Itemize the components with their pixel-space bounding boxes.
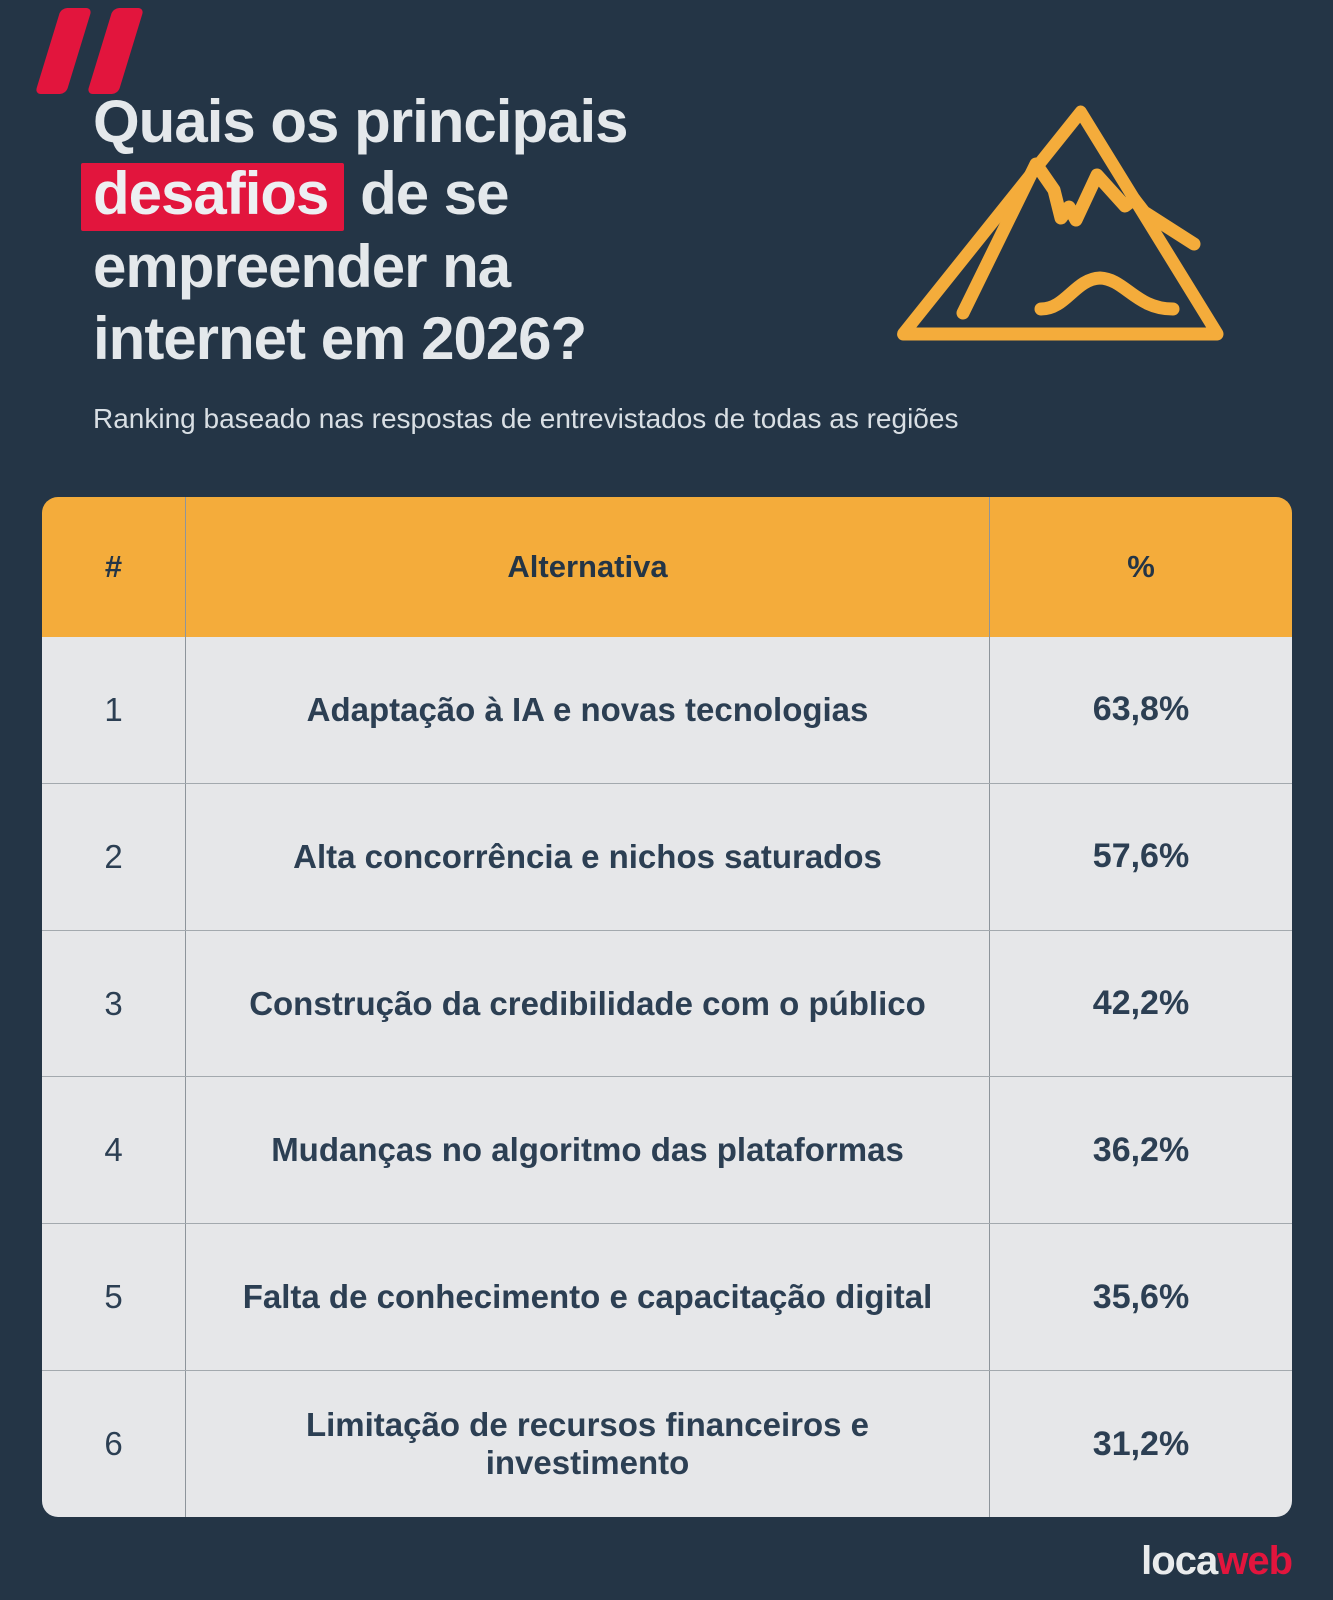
header-rank: # [42,497,186,637]
table-row: 1 Adaptação à IA e novas tecnologias 63,… [42,637,1292,783]
row-alternative: Construção da credibilidade com o públic… [186,930,990,1077]
row-rank: 2 [42,783,186,930]
row-alternative: Mudanças no algoritmo das plataformas [186,1077,990,1224]
quote-bar-icon [86,8,145,94]
row-percent: 31,2% [1092,1424,1190,1463]
row-rank: 5 [42,1224,186,1371]
mountain-icon [897,105,1224,341]
table-row: 5 Falta de conhecimento e capacitação di… [42,1223,1292,1371]
title-line-1: Quais os principais [93,88,629,155]
title-line-2-rest: de se [344,160,509,227]
locaweb-logo: locaweb [1141,1539,1293,1584]
quote-bar-icon [34,8,93,94]
title-line-4: internet em 2026? [93,305,587,372]
row-percent: 57,6% [1092,837,1190,876]
logo-text-accent: web [1217,1539,1293,1583]
row-rank: 4 [42,1077,186,1224]
table-row: 6 Limitação de recursos financeiros e in… [42,1370,1292,1517]
row-alternative: Alta concorrência e nichos saturados [186,783,990,930]
row-rank: 3 [42,930,186,1077]
table-row: 2 Alta concorrência e nichos saturados 5… [42,782,1292,930]
row-rank: 1 [42,637,186,783]
row-percent: 36,2% [1092,1130,1190,1169]
table-row: 4 Mudanças no algoritmo das plataformas … [42,1076,1292,1224]
row-alternative: Adaptação à IA e novas tecnologias [186,637,990,783]
row-percent: 35,6% [1092,1277,1190,1316]
page-subtitle: Ranking baseado nas respostas de entrevi… [93,403,959,434]
title-line-3: empreender na [93,233,511,300]
row-alternative: Falta de conhecimento e capacitação digi… [186,1224,990,1371]
row-percent: 42,2% [1092,984,1190,1023]
title-highlight-word: desafios [81,163,345,231]
row-percent: 63,8% [1092,690,1190,729]
row-rank: 6 [42,1371,186,1517]
table-row: 3 Construção da credibilidade com o públ… [42,929,1292,1077]
ranking-table: # Alternativa % 1 Adaptação à IA e novas… [42,497,1292,1517]
logo-text-primary: loca [1141,1539,1218,1583]
header-alternative: Alternativa [186,497,990,637]
page-title: Quais os principais desafios de se empre… [81,86,629,375]
row-alternative: Limitação de recursos financeiros e inve… [186,1371,990,1517]
header-percent: % [1127,549,1155,584]
table-header-row: # Alternativa % [42,497,1292,637]
